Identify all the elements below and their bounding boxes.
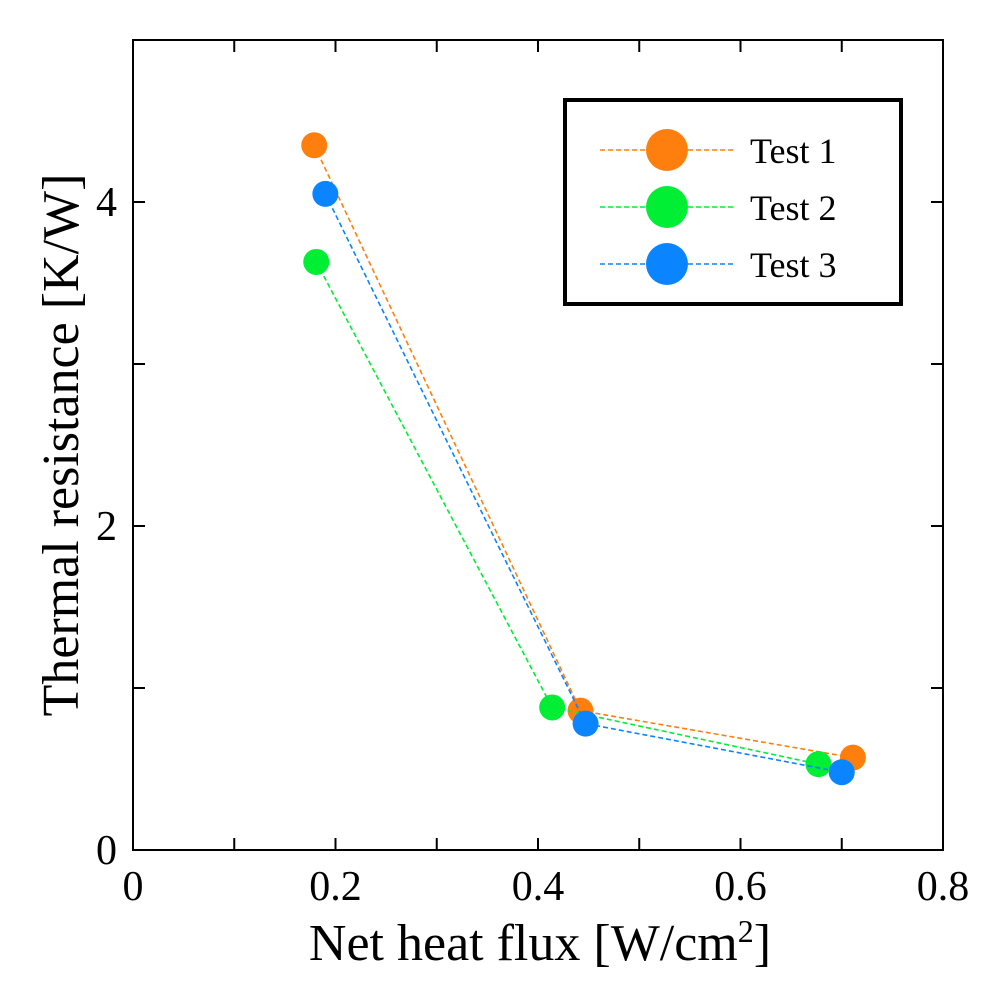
data-point (572, 710, 599, 737)
x-tick-label: 0.2 (309, 864, 362, 910)
legend: Test 1 Test 2 Test 3 (563, 98, 903, 306)
legend-marker (646, 129, 688, 171)
x-tick-label: 0.4 (512, 864, 565, 910)
y-tick-label: 0 (96, 828, 117, 874)
legend-item: Test 2 (600, 186, 836, 228)
legend-item: Test 3 (600, 243, 836, 285)
legend-item: Test 1 (600, 129, 836, 171)
legend-label: Test 2 (750, 188, 836, 228)
series-2 (303, 248, 832, 778)
data-point (805, 751, 832, 778)
series-line (324, 193, 842, 774)
x-tick-label: 0.6 (714, 864, 767, 910)
series-3 (312, 180, 855, 786)
legend-label: Test 1 (750, 131, 836, 171)
series-layer (301, 132, 866, 786)
legend-marker (646, 243, 688, 285)
data-point (539, 694, 566, 721)
data-point (828, 759, 855, 786)
tick-labels: 0 0.2 0.4 0.6 0.8 0 2 4 (96, 180, 969, 910)
x-axis-title: Net heat flux [W/cm2] (309, 913, 771, 972)
y-axis-title: Thermal resistance [K/W] (33, 174, 90, 717)
x-tick-label: 0.8 (917, 864, 970, 910)
axis-ticks (132, 40, 944, 851)
legend-label: Test 3 (750, 245, 836, 285)
y-tick-label: 4 (96, 180, 117, 226)
data-point (312, 180, 339, 207)
legend-marker (646, 186, 688, 228)
y-tick-label: 2 (96, 504, 117, 550)
legend-box (563, 98, 903, 306)
x-tick-label: 0 (123, 864, 144, 910)
data-point (301, 132, 328, 159)
data-point (303, 248, 330, 275)
